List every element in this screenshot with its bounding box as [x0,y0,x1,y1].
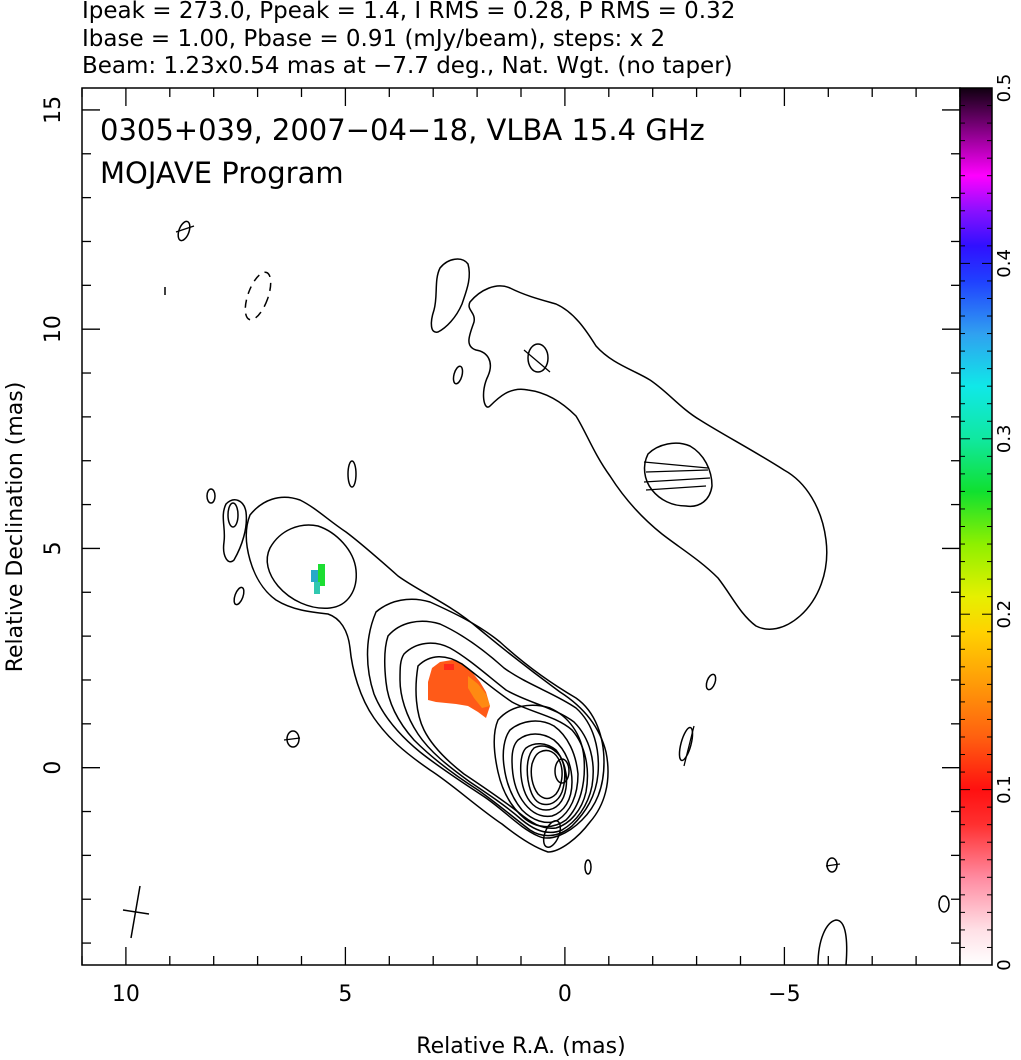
y-axis-label: Relative Declination (mas) [3,382,28,673]
contour-noise-4 [222,499,248,563]
plot-frame [81,87,961,966]
colorbar-tick-label: 0.2 [994,600,1015,629]
contour-level-4 [399,642,594,834]
plot-subtitle: MOJAVE Program [100,156,344,190]
x-tick-label: 5 [338,982,352,1007]
contour-core-peak [554,758,570,784]
pol-vector [283,737,301,741]
pol-vector [645,469,709,473]
polarization-patch-outer-green [318,564,325,586]
x-axis-label: Relative R.A. (mas) [416,1034,625,1059]
x-tick-label: −5 [768,982,800,1007]
colorbar-tick-label: 0.5 [994,74,1015,103]
contour-level-9 [519,743,568,811]
beam-marker [122,885,150,939]
y-tick-label: 15 [41,96,66,124]
contour-noise-6 [177,220,191,242]
contour-level-10 [526,745,566,806]
contour-northern-isolated [430,258,471,333]
polarization-patch-outer-teal [314,582,320,594]
intensity-contours [164,220,950,966]
colorbar-tick-label: 0.4 [994,249,1015,278]
header-line-3: Beam: 1.23x0.54 mas at −7.7 deg., Nat. W… [82,53,733,79]
contour-negative-dashed [244,271,272,321]
colorbar-ticks: 0 0.1 0.2 0.3 0.4 0.5 [960,74,1015,971]
contour-level-2-outer-knot [266,524,357,609]
contour-level-5 [415,656,589,830]
pol-vector [825,863,841,867]
polarization-vectors [175,225,841,867]
contour-northern-jet [468,285,828,630]
contour-level-8 [511,733,573,818]
contour-northern-knot [643,442,713,508]
polarization-patches [311,564,490,718]
contour-noise-1 [452,365,464,385]
contour-noise-3 [206,488,216,504]
polarization-patch-inner-jet [428,660,490,718]
pol-vector [645,485,707,491]
pol-vector [643,477,711,483]
axes: 10 5 0 −5 0 5 10 15 [41,88,961,1007]
contour-noise-10 [705,673,717,691]
contour-noise-4-inner [227,502,239,528]
contour-noise-14-edge [817,919,848,966]
contour-noise-2 [347,460,357,488]
colorbar-tick-label: 0.1 [994,775,1015,804]
pol-vector [523,349,551,373]
contour-noise-5 [233,586,245,606]
header-line-2: Ibase = 1.00, Pbase = 0.91 (mJy/beam), s… [82,26,665,52]
pol-vector [643,461,709,469]
contour-level-3 [383,620,600,837]
contour-northern-small-knot [527,343,549,373]
contour-noise-11 [584,859,592,875]
contour-level-1-main [245,496,609,853]
colorbar-tick-label: 0.3 [994,424,1015,453]
x-tick-label: 10 [112,982,140,1007]
colorbar-tick-label: 0 [994,959,1015,970]
polarization-patch-inner-jet-red [444,664,454,670]
contour-level-2-main [366,598,605,839]
pol-vector [683,725,695,767]
x-tick-label: 0 [558,982,572,1007]
y-tick-label: 5 [41,541,66,555]
header-line-1: Ipeak = 273.0, Ppeak = 1.4, I RMS = 0.28… [82,0,735,24]
colorbar [959,87,993,966]
contour-level-6 [493,704,586,828]
contour-noise-9 [678,726,694,762]
contour-core-blob [542,820,562,848]
polarization-patch-inner-jet-edge [468,676,490,708]
y-tick-label: 0 [41,761,66,775]
polarization-patch-outer-cyan [311,570,318,582]
pol-vector [175,225,195,233]
contour-noise-13 [938,895,950,913]
plot-title: 0305+039, 2007−04−18, VLBA 15.4 GHz [100,113,705,147]
y-tick-label: 10 [41,315,66,343]
contour-level-7 [502,720,579,824]
